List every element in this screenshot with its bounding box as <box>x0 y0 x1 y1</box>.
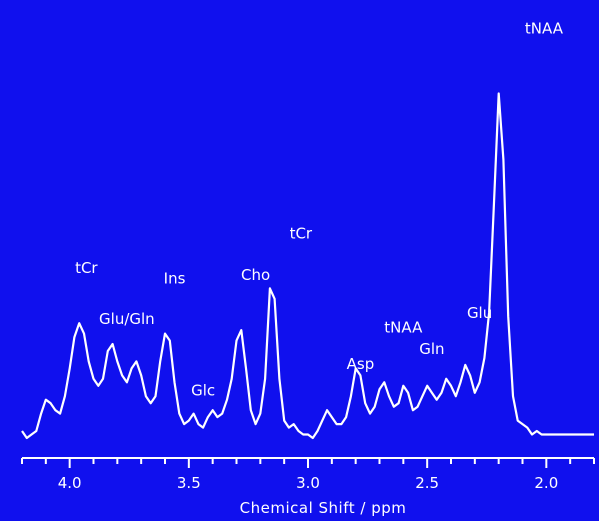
peak-label: Asp <box>347 355 375 373</box>
x-tick-label: 4.0 <box>58 474 82 492</box>
spectrum-line <box>21 92 594 440</box>
peak-label: Glu <box>467 304 492 322</box>
peak-label: Ins <box>164 270 186 288</box>
x-tick-label: 2.0 <box>534 474 558 492</box>
x-tick-label: 3.5 <box>177 474 201 492</box>
x-axis-title: Chemical Shift / ppm <box>240 499 407 517</box>
peak-labels: tNAA tCr tCr Ins Cho Glu/Gln Glc Asp tNAA Gln Glu <box>75 19 564 399</box>
peak-label: tNAA <box>384 318 423 336</box>
peak-label: tCr <box>290 224 313 242</box>
x-tick-label: 3.0 <box>296 474 320 492</box>
peak-label: tCr <box>75 259 98 277</box>
peak-label: Cho <box>241 266 270 284</box>
x-axis-ticks: 4.0 3.5 3.0 2.5 2.0 <box>21 458 595 492</box>
peak-label: Glu/Gln <box>99 310 155 328</box>
peak-label: Glc <box>191 382 215 400</box>
peak-label: tNAA <box>525 19 564 37</box>
spectrum-trace-layer <box>21 92 594 440</box>
peak-label: Gln <box>419 340 444 358</box>
x-tick-label: 2.5 <box>415 474 439 492</box>
